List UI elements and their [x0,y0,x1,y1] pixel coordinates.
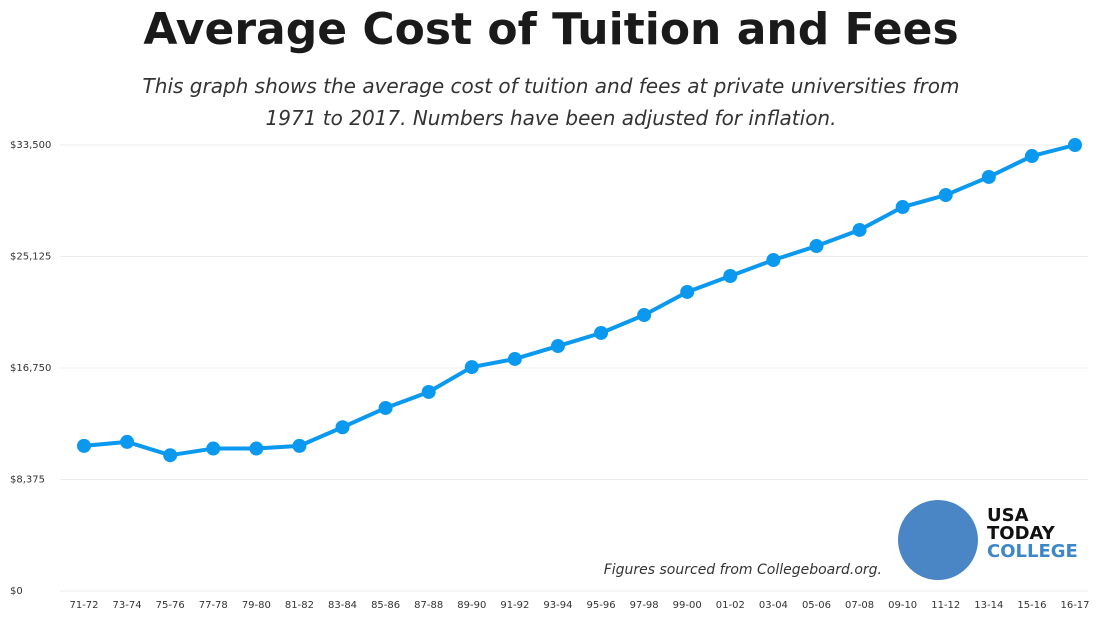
x-tick-label: 95-96 [587,600,616,611]
y-tick-label: $16,750 [10,363,51,374]
line [83,143,1076,458]
point [292,438,307,453]
point [852,222,867,237]
x-tick-label: 87-88 [414,600,443,611]
point [1068,138,1082,152]
point [938,188,953,203]
point [809,239,824,254]
x-tick-label: 16-17 [1060,600,1089,611]
x-tick-label: 79-80 [242,600,271,611]
x-tick-label: 77-78 [199,600,228,611]
source-note: Figures sourced from Collegeboard.org. [604,562,882,578]
x-tick-label: 81-82 [285,600,314,611]
point [206,441,221,456]
chart-title: Average Cost of Tuition and Fees [143,4,959,55]
point [163,448,178,463]
x-tick-label: 85-86 [371,600,400,611]
point [421,384,436,399]
x-tick-label: 83-84 [328,600,357,611]
x-tick-label: 97-98 [630,600,659,611]
logo-text: COLLEGE [987,541,1078,562]
point [464,360,479,375]
y-tick-label: $0 [10,586,23,597]
point [335,420,350,435]
x-tick-label: 01-02 [716,600,745,611]
x-tick-label: 05-06 [802,600,831,611]
x-tick-label: 15-16 [1017,600,1046,611]
x-tick-label: 71-72 [69,600,98,611]
x-tick-label: 09-10 [888,600,917,611]
plot: $0 $8,375 $16,750 $25,125 $33,500 71-72 73-74 7… [10,138,1090,611]
x-tick-label: 13-14 [974,600,1003,611]
point [120,434,135,449]
chart-subtitle: This graph shows the average cost of tui… [142,74,960,130]
point [981,169,996,184]
y-tick-label: $8,375 [10,475,45,486]
point [680,284,695,299]
x-tick-label: 75-76 [156,600,185,611]
point [378,400,393,415]
x-tick-label: 99-00 [673,600,702,611]
x-tick-label: 93-94 [543,600,572,611]
x-tick-label: 73-74 [113,600,142,611]
logo-text: USA [987,505,1029,526]
y-tick-label: $33,500 [10,140,51,151]
point [1024,149,1039,164]
logo-text: TODAY [987,523,1056,544]
point [249,441,264,456]
x-tick-label: 07-08 [845,600,874,611]
x-tick-label: 91-92 [500,600,529,611]
x-tick-label: 89-90 [457,600,486,611]
x-tick-label: 11-12 [931,600,960,611]
logo-circle [898,500,978,580]
y-tick-label: $25,125 [10,252,51,263]
point [550,339,565,354]
point [637,308,652,323]
point [895,200,910,215]
point [723,269,738,284]
point [594,325,609,340]
point [766,253,781,268]
point [507,351,522,366]
point [77,438,91,453]
x-tick-label: 03-04 [759,600,788,611]
